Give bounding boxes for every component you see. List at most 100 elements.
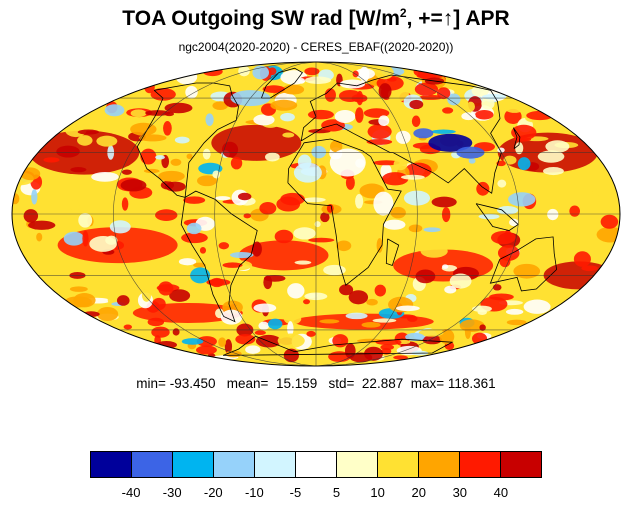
field-patch [251, 241, 262, 257]
field-patch [515, 142, 524, 155]
field-patch [263, 275, 273, 290]
field-patch [517, 157, 531, 171]
field-patch [212, 170, 221, 179]
field-patch [329, 148, 366, 177]
field-patch [276, 196, 301, 212]
field-patch [471, 85, 489, 97]
field-patch [141, 288, 152, 302]
field-patch [277, 302, 296, 317]
field-patch [378, 115, 390, 127]
colorbar-box [214, 452, 255, 477]
field-patch [497, 245, 520, 261]
field-patch [143, 168, 160, 174]
field-patch [158, 170, 185, 182]
map-title: TOA Outgoing SW rad [W/m2, +=↑] APR [122, 6, 510, 30]
field-patch [303, 299, 311, 305]
field-patch [305, 293, 318, 298]
field-patch [169, 289, 191, 302]
field-patch [151, 326, 170, 338]
colorbar-box [132, 452, 173, 477]
field-patch [155, 155, 165, 160]
min-label: min= [136, 376, 166, 391]
field-patch [490, 230, 516, 245]
field-patch [393, 355, 408, 360]
field-patch [496, 160, 506, 167]
field-patch [302, 83, 328, 90]
field-patch [334, 110, 356, 123]
field-patch [431, 196, 457, 208]
field-patch [492, 284, 502, 291]
field-patch [283, 313, 302, 325]
field-patch [73, 293, 96, 308]
field-patch [332, 334, 349, 348]
field-patch [329, 140, 343, 153]
field-patch [96, 307, 119, 322]
field-patch [441, 207, 451, 223]
field-patch [476, 181, 490, 196]
field-patch [229, 251, 254, 259]
field-patch [475, 110, 494, 120]
field-patch [150, 88, 176, 101]
field-patch [422, 335, 442, 345]
field-patch [513, 263, 541, 279]
field-patch [282, 132, 295, 138]
colorbar-box [91, 452, 132, 477]
colorbar-box [460, 452, 501, 477]
field-patch [338, 89, 362, 102]
field-patch [205, 113, 214, 127]
colorbar-labels: -40 -30 -20 -10 -5 5 10 20 30 40 [90, 485, 542, 503]
field-patch [170, 158, 182, 166]
field-patch [304, 76, 332, 84]
field-patch [521, 289, 529, 304]
field-patch [265, 152, 280, 162]
field-patch [339, 79, 366, 89]
field-patch [181, 338, 204, 345]
field-patch [193, 262, 206, 268]
field-patch [82, 230, 89, 247]
field-patch [361, 322, 381, 328]
colorbar-label: -30 [162, 485, 182, 500]
map-field [12, 62, 620, 366]
field-patch [123, 324, 132, 330]
std-value: 22.887 [361, 376, 404, 391]
field-patch [206, 278, 231, 286]
field-patch [574, 186, 585, 194]
coastline [300, 74, 502, 194]
field-patch [408, 224, 423, 233]
field-patch [416, 73, 443, 79]
field-patch [320, 212, 330, 223]
field-patch [431, 188, 458, 195]
field-patch [504, 101, 525, 113]
field-patch [270, 99, 298, 111]
field-patch [104, 104, 125, 117]
coastline [261, 67, 303, 99]
field-patch [311, 145, 327, 159]
field-patch [208, 196, 221, 211]
colorbar-box [255, 452, 296, 477]
field-patch [297, 78, 306, 84]
colorbar-label: -10 [244, 485, 264, 500]
field-patch [308, 237, 335, 243]
map-border [11, 61, 621, 367]
field-patch [481, 97, 495, 110]
coastline [385, 238, 400, 267]
field-patch [43, 157, 60, 163]
field-patch [378, 83, 392, 99]
field-patch [461, 112, 476, 121]
graticule-meridian [214, 61, 317, 367]
field-patch [506, 319, 527, 326]
field-patch [186, 222, 202, 235]
field-patch [505, 308, 524, 315]
field-patch [420, 244, 448, 258]
field-patch [431, 129, 456, 134]
field-patch [355, 107, 364, 123]
field-patch [376, 238, 383, 253]
field-patch [545, 140, 570, 153]
field-patch [282, 84, 305, 95]
field-patch [345, 175, 355, 190]
field-patch [581, 265, 598, 272]
field-patch [390, 206, 406, 219]
coastline [513, 127, 521, 150]
colorbar-box [419, 452, 460, 477]
colorbar-box [173, 452, 214, 477]
